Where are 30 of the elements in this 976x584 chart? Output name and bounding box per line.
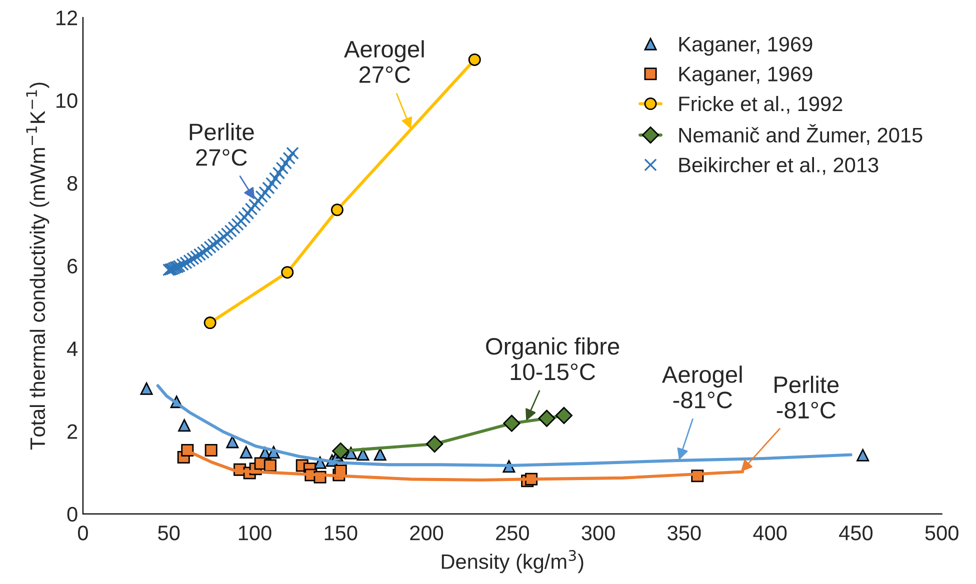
legend-label: Nemanič and Žumer, 2015 [679, 124, 922, 145]
annotation: Perlite -81°C [774, 376, 839, 419]
y-tick-label: 4 [66, 342, 78, 356]
x-tick-label: 150 [324, 526, 358, 540]
y-axis-title: Total thermal conductivity (mWm$^{−1}$K$^{−1}$) [26, 82, 50, 450]
legend-label: Kaganer, 1969 [679, 36, 812, 56]
legend-label: Fricke et al., 1992 [679, 96, 842, 114]
x-tick-label: 0 [78, 526, 88, 540]
x-tick-label: 250 [496, 526, 529, 540]
annotation: Aerogel 27°C [344, 40, 424, 83]
y-tick-label: 8 [67, 176, 78, 191]
y-tick-label: 0 [67, 506, 78, 522]
x-tick-label: 350 [668, 526, 701, 540]
annotation: Aerogel -81°C [662, 366, 742, 408]
x-tick-label: 50 [158, 526, 180, 540]
x-tick-label: 400 [753, 526, 787, 540]
legend-label: Kaganer, 1969 [679, 66, 812, 86]
y-tick-label: 2 [68, 424, 78, 439]
x-axis-title: Density (kg/m$^{3}$) [442, 550, 584, 574]
x-tick-label: 450 [839, 526, 873, 540]
y-tick-label: 12 [56, 10, 78, 26]
annotation: Organic fibre 10-15°C [486, 337, 620, 380]
y-tick-label: 6 [68, 258, 78, 274]
y-tick-label: 10 [56, 93, 78, 108]
x-tick-label: 300 [582, 526, 615, 540]
annotation: Perlite 27°C [190, 123, 254, 166]
legend-label: Beikircher et al., 2013 [679, 157, 878, 175]
x-tick-label: 500 [925, 526, 958, 540]
x-tick-label: 100 [238, 526, 272, 540]
x-tick-label: 200 [410, 526, 444, 540]
